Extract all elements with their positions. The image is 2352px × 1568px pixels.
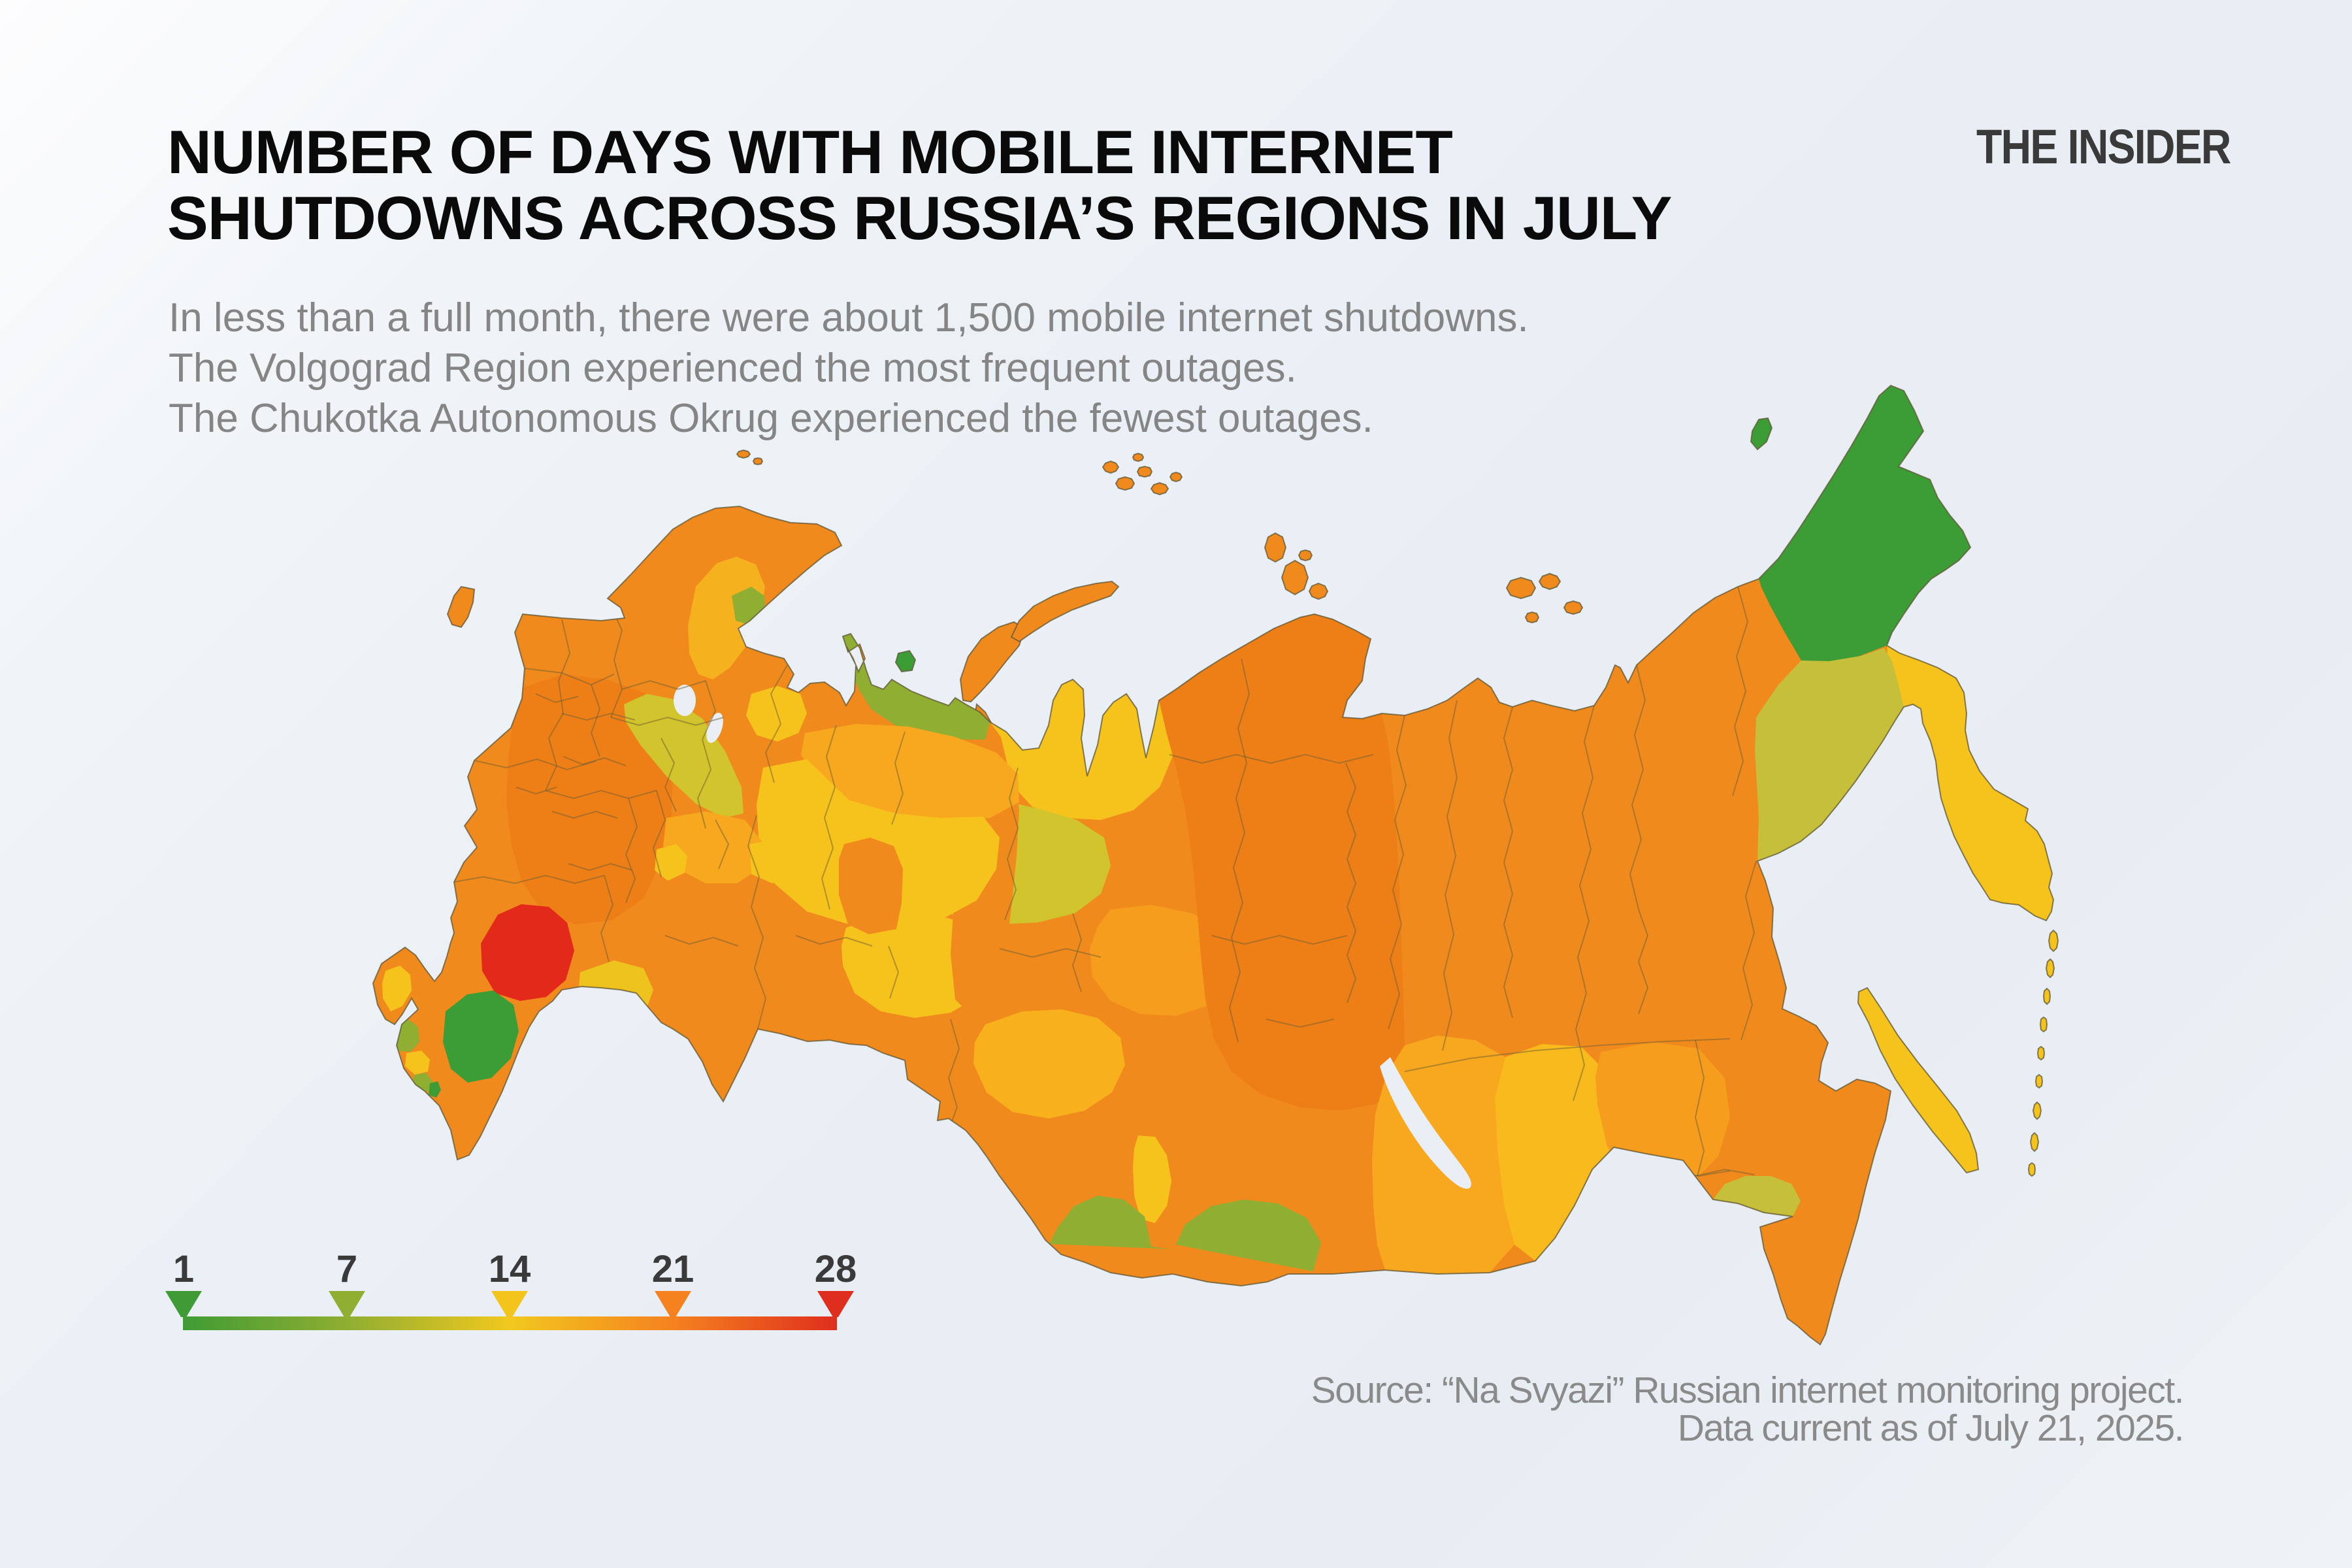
svg-text:21: 21 <box>652 1248 694 1290</box>
svg-text:14: 14 <box>489 1248 531 1290</box>
svg-text:1: 1 <box>173 1248 194 1290</box>
svg-text:28: 28 <box>815 1248 857 1290</box>
svg-text:7: 7 <box>336 1248 357 1290</box>
